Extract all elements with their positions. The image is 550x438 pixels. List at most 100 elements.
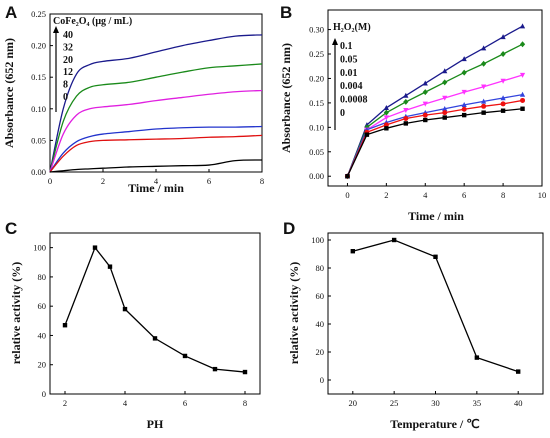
y-tick-label: 0.20 [31,41,46,51]
panel-b-legend-title: H₂O₂(M) [333,22,371,33]
y-tick-label: 20 [38,360,47,370]
x-tick-label: 10 [538,190,547,200]
data-point-4 [403,116,409,122]
data-point-1 [519,41,526,48]
y-tick-label: 0.05 [31,135,46,145]
panel-b-legend: 0.1 0.05 0.01 0.004 0.0008 0 [332,38,368,130]
data-point-2 [383,115,389,121]
data-point-0 [442,68,448,74]
y-tick-label: 40 [38,330,47,340]
panel-c-plot-frame [49,232,261,395]
y-tick-label: 60 [316,291,325,301]
series-line-0 [64,246,246,373]
y-tick-label: 0.00 [309,171,324,181]
y-tick-label: 20 [316,347,325,357]
data-point-5 [461,112,467,118]
series-line-2 [346,74,523,177]
y-tick-label: 100 [311,235,324,245]
x-tick-label: 30 [431,398,440,408]
y-tick-label: 80 [316,263,325,273]
panel-c-xticks: 2 4 6 8 [63,391,247,408]
x-tick-label: 0 [48,176,52,186]
data-point-1 [403,98,409,105]
panel-c-y-axis-label: relative activity (%) [9,262,23,364]
data-point-0 [474,355,480,360]
data-point-5 [520,106,525,111]
data-point-4 [481,103,487,109]
x-tick-label: 20 [349,398,358,408]
panel-b-x-axis-label: Time / min [408,209,464,223]
panel-b-series [344,23,526,180]
data-point-0 [182,353,188,359]
panel-b-y-axis-label: Absorbance (652 nm) [279,43,293,153]
y-tick-label: 0.25 [31,9,46,19]
panel-c-x-axis-label: PH [147,417,164,431]
data-point-0 [92,245,98,250]
data-point-2 [481,84,487,90]
y-tick-label: 60 [38,301,47,311]
data-point-2 [461,89,467,95]
x-tick-label: 4 [154,176,159,186]
panel-b-letter: B [280,3,292,22]
data-point-0 [403,92,409,98]
data-point-5 [423,117,428,123]
data-point-5 [442,115,447,120]
data-point-5 [384,126,389,131]
legend-entry: 0.004 [340,81,363,92]
panel-a-y-axis-label: Absorbance (652 nm) [2,38,16,148]
legend-entry: 0.1 [340,41,353,52]
x-tick-label: 2 [384,190,388,200]
panel-c: C 2 4 6 8 0 20 40 60 80 100 PH relative activity… [5,219,261,431]
data-point-3 [461,102,467,108]
x-tick-label: 40 [514,398,523,408]
data-point-2 [519,72,526,78]
data-point-1 [461,69,467,76]
series-line-1 [346,43,523,177]
series-line-2 [49,89,263,173]
legend-entry: 12 [63,67,73,78]
x-tick-label: 2 [101,176,105,186]
series-line-4 [346,99,523,177]
panel-d-letter: D [283,219,295,238]
data-point-1 [383,109,389,116]
panel-d-yticks: 0 20 40 60 80 100 [311,235,331,385]
x-tick-label: 8 [501,190,505,200]
legend-entry: 20 [63,55,73,66]
series-line-3 [346,93,523,177]
data-point-4 [461,106,467,112]
data-point-0 [433,254,438,259]
panel-a-xticks: 0 2 4 6 8 [48,169,264,186]
series-line-5 [346,108,523,177]
y-tick-label: 0.25 [309,49,324,59]
data-point-4 [442,110,448,116]
legend-entry: 40 [63,30,73,41]
y-tick-label: 100 [33,243,46,253]
data-point-5 [345,174,350,179]
data-point-2 [422,101,428,107]
data-point-0 [62,323,68,328]
legend-entry: 0 [63,92,68,103]
panel-d: D 20 25 30 35 40 0 20 40 60 80 100 Temperature / … [283,219,544,431]
data-point-0 [122,306,128,312]
panel-a-series [49,34,263,173]
legend-entry: 0.05 [340,54,358,65]
y-tick-label: 0 [320,375,324,385]
y-tick-label: 0.30 [309,25,324,35]
y-tick-label: 0.15 [309,98,324,108]
panel-d-series [350,237,521,374]
series-line-3 [49,125,263,173]
data-point-0 [500,34,506,40]
data-point-2 [500,78,506,84]
data-point-1 [422,89,428,96]
panel-b: B 0 2 4 6 8 10 0.000.050.100.150.200.250.30 T… [279,3,546,223]
panel-a-plot-frame [49,13,263,173]
series-line-5 [49,159,263,173]
data-point-0 [152,336,158,341]
x-tick-label: 6 [183,398,187,408]
x-tick-label: 2 [63,398,67,408]
y-tick-label: 80 [38,272,47,282]
legend-entry: 32 [63,42,73,53]
data-point-0 [515,369,521,374]
series-line-1 [49,63,263,173]
panel-a-legend-title: CoFe₂O₄ (μg / mL) [53,16,132,27]
